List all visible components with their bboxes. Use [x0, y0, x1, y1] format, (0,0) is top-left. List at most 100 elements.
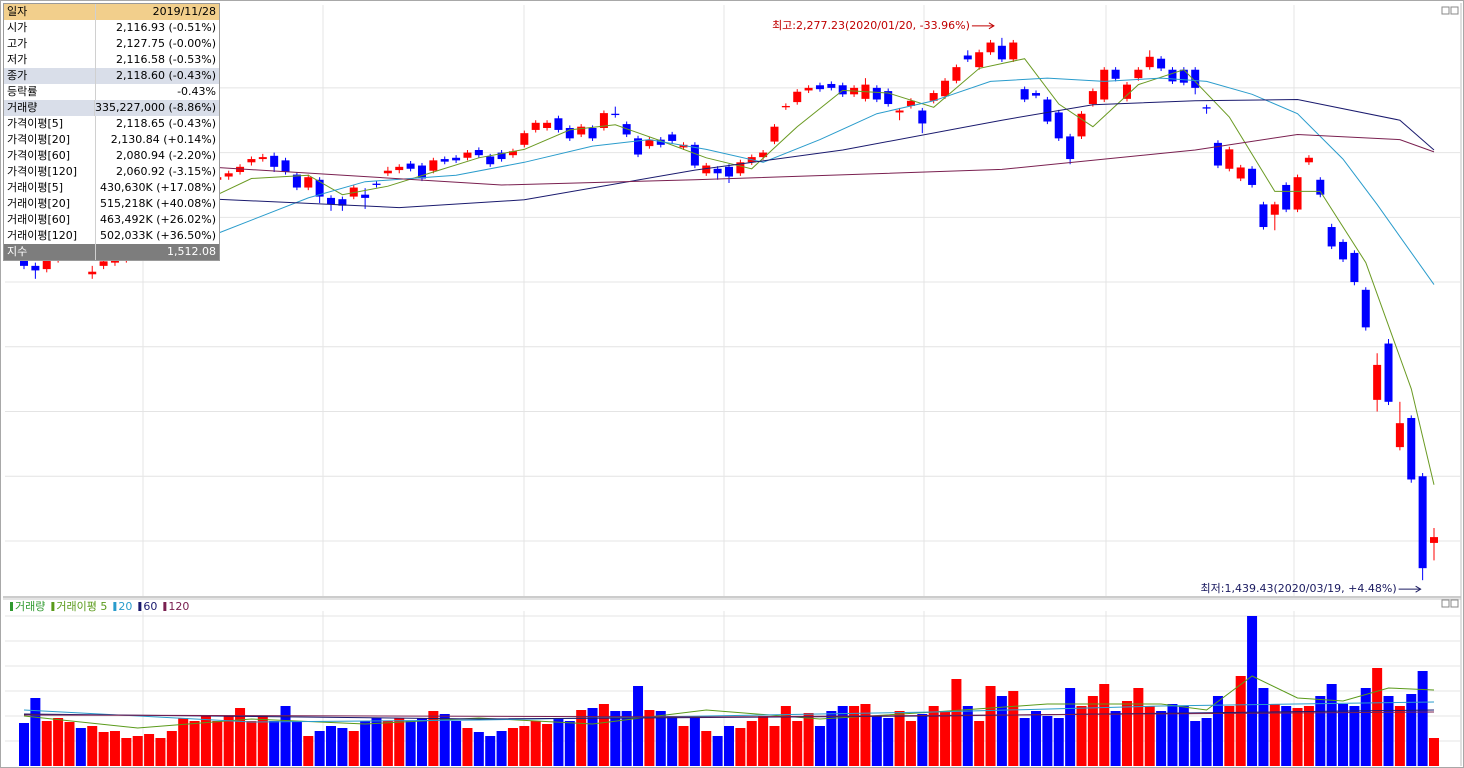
- moving-average-line: [217, 98, 1435, 209]
- volume-bar: [19, 723, 29, 766]
- info-label: 가격이평[120]: [4, 164, 96, 180]
- volume-bar: [200, 716, 211, 766]
- volume-bar: [291, 721, 302, 766]
- volume-bar: [1417, 671, 1428, 766]
- volume-bar: [894, 711, 905, 766]
- info-value: 2,118.60 (-0.43%): [96, 68, 219, 84]
- volume-bar: [280, 706, 291, 766]
- volume-bar: [1065, 688, 1076, 766]
- candle-body: [906, 100, 915, 106]
- volume-bar: [985, 686, 996, 766]
- volume-bar: [507, 728, 518, 766]
- candle-body: [941, 80, 950, 97]
- volume-bar: [655, 711, 666, 766]
- info-label: 가격이평[5]: [4, 116, 96, 132]
- volume-bar: [1121, 701, 1132, 766]
- volume-bar: [1338, 704, 1349, 766]
- candle-body: [1373, 364, 1382, 400]
- candle-body: [361, 194, 370, 198]
- volume-bar: [166, 731, 177, 766]
- info-row: 일자 2019/11/28: [4, 4, 219, 20]
- volume-bar: [758, 716, 769, 766]
- candle-body: [1043, 99, 1052, 122]
- volume-bar: [1042, 716, 1053, 766]
- candle-body: [1157, 58, 1166, 69]
- volume-bar: [1156, 711, 1167, 766]
- info-label: 일자: [4, 4, 96, 20]
- candle-body: [270, 155, 279, 167]
- info-value: 2,130.84 (+0.14%): [110, 133, 216, 146]
- candle-body: [963, 55, 972, 60]
- candle-body: [929, 93, 938, 101]
- candle-body: [1282, 184, 1291, 210]
- moving-average-line: [217, 133, 1435, 186]
- candle-body: [1032, 93, 1041, 96]
- annotation: 최저:1,439.43(2020/03/19, +4.48%): [1201, 582, 1397, 595]
- candle-body: [1020, 89, 1029, 100]
- candle-body: [1350, 252, 1359, 283]
- candle-body: [531, 122, 540, 130]
- info-label: 거래이평[60]: [4, 212, 96, 228]
- info-value: 502,033K (+36.50%): [100, 229, 216, 242]
- candle-body: [725, 166, 733, 177]
- volume-bar: [269, 721, 280, 766]
- candle-body: [588, 127, 597, 139]
- candle-body: [679, 144, 688, 148]
- info-value: 430,630K (+17.08%): [100, 181, 216, 194]
- volume-bar: [996, 696, 1007, 766]
- info-row: 거래이평[5] 430,630K (+17.08%): [4, 180, 219, 196]
- candle-body: [1179, 69, 1188, 83]
- candle-body: [474, 149, 483, 156]
- legend-swatch: [10, 602, 13, 611]
- info-row: 종가 2,118.60 (-0.43%): [4, 68, 219, 84]
- volume-bar: [917, 714, 928, 766]
- volume-bar: [678, 726, 689, 766]
- volume-bar: [394, 718, 405, 766]
- volume-bar: [940, 711, 951, 766]
- volume-bar: [860, 704, 871, 766]
- volume-bar: [1178, 706, 1189, 766]
- volume-bar: [496, 731, 507, 766]
- candle-body: [975, 52, 984, 68]
- candle-body: [577, 126, 586, 135]
- candle-body: [611, 113, 620, 116]
- candle-body: [1270, 204, 1279, 215]
- volume-bar: [485, 736, 496, 766]
- volume-bar: [1087, 696, 1098, 766]
- volume-bar: [1372, 668, 1383, 766]
- volume-bar: [951, 679, 962, 766]
- candle-body: [702, 165, 711, 174]
- volume-bar: [178, 718, 189, 766]
- candle-body: [804, 87, 813, 91]
- candle-body: [1100, 69, 1109, 100]
- info-label: 등락률: [4, 84, 96, 100]
- candle-body: [395, 166, 404, 171]
- candle-body: [1304, 157, 1313, 163]
- volume-bar: [564, 721, 575, 766]
- candle-body: [338, 199, 347, 206]
- info-value: 515,218K (+40.08%): [100, 197, 216, 210]
- volume-bar: [30, 698, 41, 766]
- candle-body: [1293, 177, 1302, 210]
- info-label: 종가: [4, 68, 96, 84]
- window-buttons[interactable]: [1441, 6, 1459, 608]
- info-label: 가격이평[60]: [4, 148, 96, 164]
- info-row: 가격이평[60] 2,080.94 (-2.20%): [4, 148, 219, 164]
- candle-body: [281, 160, 290, 173]
- volume-bar: [1224, 706, 1235, 766]
- volume-bar: [53, 718, 64, 766]
- legend-label: 120: [168, 600, 189, 613]
- candle-body: [736, 162, 745, 174]
- candle-body: [1418, 476, 1427, 569]
- volume-bar: [1212, 696, 1223, 766]
- volume-bar: [75, 728, 86, 766]
- volume-bar: [1110, 711, 1121, 766]
- volume-average-line: [23, 711, 1435, 718]
- info-label: 저가: [4, 52, 96, 68]
- legend-label: 60: [143, 600, 157, 613]
- volume-bar: [155, 738, 166, 766]
- info-row: 지수 1,512.08: [4, 244, 219, 260]
- legend-swatch: [163, 602, 167, 611]
- volume-bar: [1167, 704, 1178, 766]
